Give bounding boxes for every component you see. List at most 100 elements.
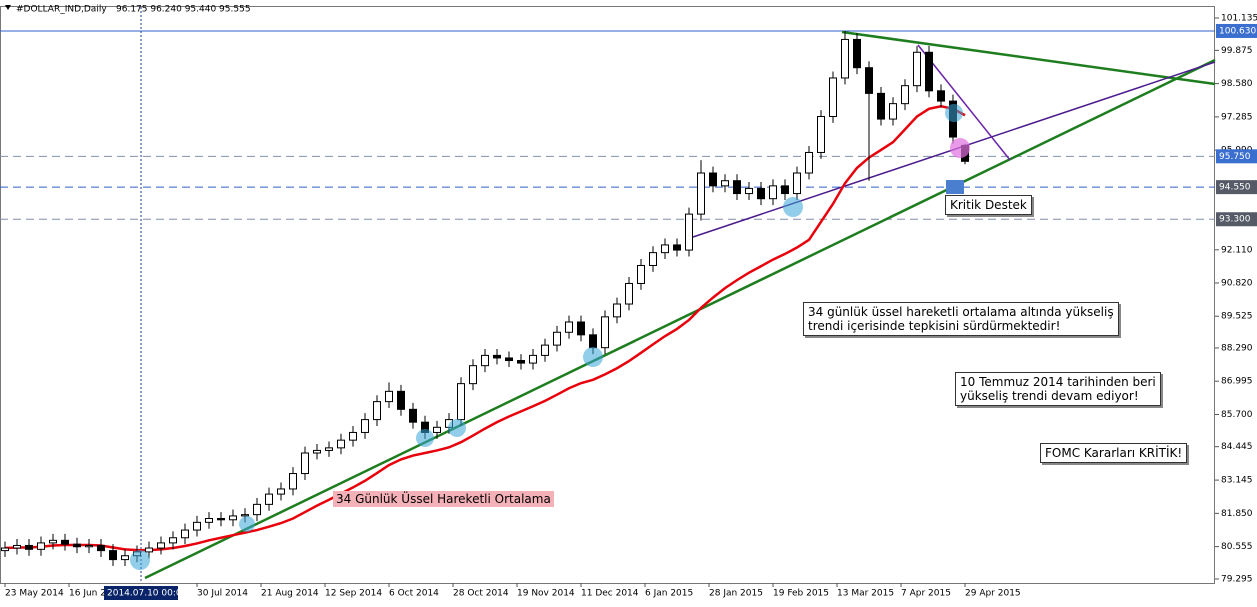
- candle-body: [625, 282, 633, 305]
- candle-body: [193, 521, 201, 531]
- candle-body: [637, 264, 645, 284]
- price-tag: [1216, 212, 1257, 227]
- candle-body: [673, 244, 681, 251]
- x-tick-label: 30 Jul 2014: [197, 589, 248, 599]
- candle-body: [49, 539, 57, 544]
- support-note: Kritik Destek: [945, 195, 1032, 215]
- y-tick-label: 83.145: [1221, 476, 1253, 486]
- y-tick-label: 98.580: [1221, 79, 1253, 89]
- candle-body: [493, 354, 501, 359]
- candle-body: [181, 529, 189, 539]
- x-tick-label: 21 Aug 2014: [261, 589, 319, 599]
- y-tick-label: 80.555: [1221, 542, 1253, 552]
- x-tick-label: 23 May 2014: [5, 589, 64, 599]
- plot-frame: [0, 6, 1215, 584]
- crosshair-tag: [104, 586, 178, 600]
- candle-body: [577, 321, 585, 336]
- y-tick-label: 89.525: [1221, 312, 1253, 322]
- candle-body: [217, 517, 225, 521]
- x-tick-label: 28 Jan 2015: [709, 589, 763, 599]
- candle-body: [205, 517, 213, 523]
- x-tick-label: 13 Mar 2015: [837, 589, 894, 599]
- y-tick-label: 79.295: [1221, 574, 1253, 584]
- candle-body: [469, 365, 477, 385]
- candle-body: [73, 543, 81, 548]
- note-line: 10 Temmuz 2014 tarihinden beri: [960, 375, 1156, 389]
- note: FOMC Kararları KRİTİK!: [1040, 443, 1188, 463]
- touch-marker: [783, 197, 803, 217]
- candle-body: [253, 503, 261, 516]
- candle-body: [541, 344, 549, 356]
- candle-body: [121, 555, 129, 561]
- candle-body: [529, 354, 537, 364]
- x-tick-label: 7 Apr 2015: [901, 589, 951, 599]
- touch-marker: [239, 516, 255, 532]
- candle-body: [109, 550, 117, 561]
- x-tick-label: 12 Sep 2014: [325, 589, 382, 599]
- candle-body: [853, 38, 861, 69]
- crosshair-label: 2014.07.10 00:00: [107, 589, 188, 599]
- note-line: yükseliş trendi devam ediyor!: [960, 389, 1139, 403]
- candle-body: [289, 473, 297, 490]
- y-tick-label: 97.285: [1221, 112, 1253, 122]
- ema-line: [4, 104, 966, 552]
- header-quote: 96.175 96.240 95.440 95.555: [116, 5, 251, 15]
- candle-body: [505, 357, 513, 362]
- x-tick-label: 11 Dec 2014: [581, 589, 639, 599]
- candle-body: [361, 419, 369, 433]
- touch-marker: [950, 138, 970, 158]
- candle-body: [733, 180, 741, 195]
- candle-body: [97, 544, 105, 552]
- candle-body: [661, 244, 669, 254]
- y-tick-label: 101.135: [1221, 13, 1257, 23]
- candle-body: [589, 334, 597, 349]
- candle-body: [553, 331, 561, 346]
- candle-body: [277, 488, 285, 495]
- candle-body: [913, 51, 921, 87]
- price-tag: [1216, 23, 1257, 38]
- candle-body: [817, 115, 825, 153]
- candle-body: [613, 303, 621, 318]
- x-tick-label: 6 Jan 2015: [645, 589, 693, 599]
- candle-body: [157, 542, 165, 549]
- candle-body: [229, 515, 237, 521]
- candle-body: [85, 544, 93, 548]
- x-tick-label: 28 Oct 2014: [453, 589, 509, 599]
- chart-title: #DOLLAR_IND,Daily: [16, 5, 107, 15]
- candle-body: [301, 452, 309, 475]
- candle-body: [481, 354, 489, 367]
- y-tick-label: 99.875: [1221, 46, 1253, 56]
- ema-label: 34 Günlük Üssel Hareketli Ortalama: [333, 491, 554, 507]
- note-line: 34 günlük üssel hareketli ortalama altın…: [808, 305, 1114, 319]
- y-tick-label: 92.110: [1221, 245, 1253, 255]
- candle-body: [169, 537, 177, 544]
- candle-body: [889, 103, 897, 120]
- candle-body: [841, 38, 849, 79]
- candle-body: [901, 85, 909, 105]
- y-tick-label: 81.850: [1221, 509, 1253, 519]
- candle-body: [409, 408, 417, 423]
- y-tick-label: 88.290: [1221, 343, 1253, 353]
- candle-body: [13, 544, 21, 549]
- price-tag: [1216, 180, 1257, 195]
- candle-body: [457, 383, 465, 421]
- candle-body: [829, 77, 837, 117]
- candle-body: [517, 360, 525, 364]
- candle-body: [241, 514, 249, 517]
- touch-marker: [583, 347, 603, 367]
- touch-markers: [130, 104, 963, 570]
- candle-body: [61, 539, 69, 545]
- candle-body: [265, 493, 273, 505]
- candle-body: [781, 185, 789, 195]
- touch-marker: [448, 419, 466, 437]
- candle-body: [805, 151, 813, 174]
- short-trendline: [917, 44, 1011, 161]
- candle-body: [877, 92, 885, 120]
- candle-body: [433, 426, 441, 433]
- candle-body: [769, 185, 777, 200]
- candle-body: [1, 547, 9, 552]
- candle-body: [397, 390, 405, 410]
- note: 10 Temmuz 2014 tarihinden beri yükseliş t…: [955, 372, 1161, 406]
